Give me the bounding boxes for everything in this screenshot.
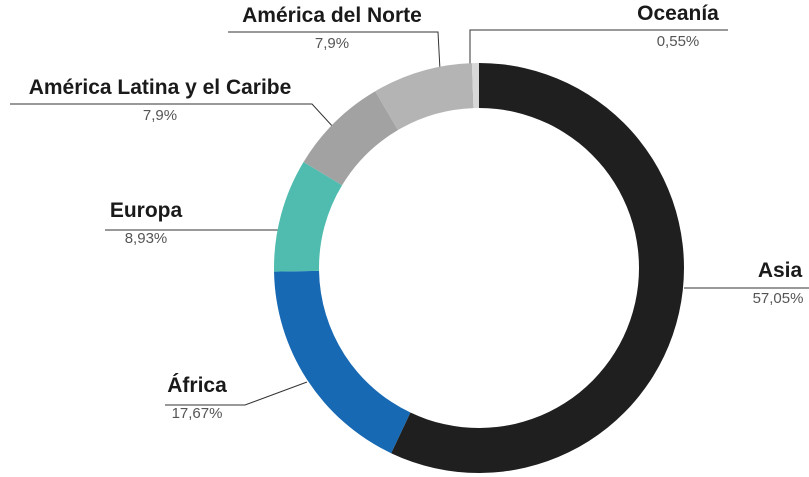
leader-line	[165, 381, 308, 406]
segment-label: África	[167, 374, 227, 397]
donut-segment	[274, 270, 411, 454]
segment-label: Asia	[758, 259, 803, 282]
value-label: 7,9%	[315, 35, 349, 52]
donut-segment	[303, 91, 398, 186]
leader-line	[10, 103, 335, 129]
segment-label: Europa	[110, 199, 183, 222]
leader-line	[228, 31, 441, 71]
segment-label: América del Norte	[242, 4, 422, 27]
value-label: 8,93%	[125, 230, 168, 247]
value-label: 17,67%	[172, 405, 223, 422]
value-label: 7,9%	[143, 107, 177, 124]
leader-lines	[10, 29, 809, 406]
leader-line	[469, 29, 728, 68]
value-label: 57,05%	[753, 290, 804, 307]
donut-segment	[274, 161, 343, 272]
donut-segment	[391, 63, 684, 473]
value-label: 0,55%	[657, 33, 700, 50]
donut-segment	[375, 63, 474, 131]
segment-label: América Latina y el Caribe	[29, 76, 292, 99]
donut-segment	[471, 63, 479, 109]
segment-label: Oceanía	[637, 2, 719, 25]
